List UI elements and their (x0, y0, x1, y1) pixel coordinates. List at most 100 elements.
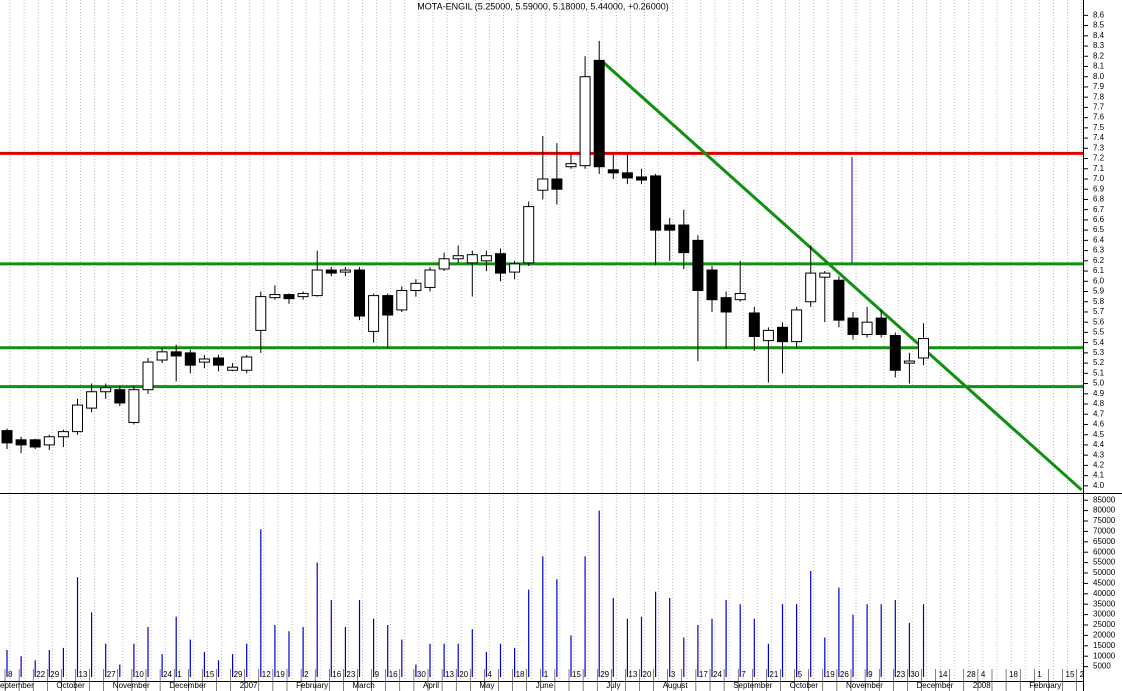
candle-body (664, 224, 676, 231)
x-tick-label: 19 (276, 670, 285, 679)
x-tick-label: 10 (135, 670, 144, 679)
x-tick-label: 18 (1009, 670, 1018, 679)
y-tick-label: 4.1 (1093, 471, 1105, 480)
candle-body (213, 357, 224, 366)
candle-body (354, 269, 365, 317)
x-tick-label: 21 (769, 670, 778, 679)
y-tick-label: 6.1 (1093, 266, 1105, 275)
candle-body (57, 431, 69, 438)
y-tick-label: 6.5 (1093, 225, 1105, 234)
x-month-label: December (169, 681, 206, 690)
x-tick-label: 16 (332, 670, 341, 679)
candle-body (678, 224, 690, 254)
candle-body (382, 295, 394, 316)
candle-body (227, 366, 239, 371)
y-tick-label: 5.7 (1093, 307, 1105, 316)
chart-title: MOTA-ENGIL (5.25000, 5.59000, 5.18000, 5… (417, 1, 668, 11)
candle-body (889, 334, 901, 371)
candle-body (734, 293, 746, 301)
y-tick-label: 5.4 (1093, 338, 1105, 347)
candle-body (480, 255, 492, 262)
candle-body (325, 269, 337, 274)
x-tick-label: 13 (628, 670, 637, 679)
y2-tick-label: 30000 (1093, 610, 1116, 619)
x-month-label: April (423, 681, 439, 690)
candle-body (875, 317, 887, 335)
y-tick-label: 4.9 (1093, 389, 1105, 398)
candle-body (311, 269, 323, 297)
y2-tick-label: 20000 (1093, 631, 1116, 640)
candle-body (1, 430, 13, 444)
x-tick-label: 12 (262, 670, 271, 679)
candle-body (466, 254, 478, 264)
y-tick-label: 8.2 (1093, 51, 1105, 60)
candle-body (495, 253, 506, 274)
x-tick-label: 30 (910, 670, 919, 679)
y2-tick-label: 55000 (1093, 558, 1116, 567)
x-tick-label: 23 (896, 670, 905, 679)
candle-body (833, 279, 845, 321)
y2-tick-label: 65000 (1093, 537, 1116, 546)
candle-body (636, 176, 647, 181)
candle-body (579, 76, 591, 167)
x-tick-label: 2 (1080, 670, 1085, 679)
x-tick-label: 1 (177, 670, 182, 679)
y-tick-label: 6.7 (1093, 205, 1105, 214)
candle-body (650, 175, 662, 231)
candle-body (593, 59, 605, 168)
y-tick-label: 4.7 (1093, 409, 1105, 418)
y2-tick-label: 60000 (1093, 547, 1116, 556)
y-tick-label: 7.7 (1093, 103, 1105, 112)
x-tick-label: 7 (741, 670, 746, 679)
candle-body (509, 263, 521, 273)
candle-body (805, 272, 817, 303)
x-tick-label: 8 (8, 670, 13, 679)
candle-body (819, 272, 831, 278)
y-tick-label: 4.4 (1093, 440, 1105, 449)
y-tick-label: 6.9 (1093, 184, 1105, 193)
y-tick-label: 4.6 (1093, 420, 1105, 429)
x-month-label: July (606, 681, 620, 690)
y-tick-label: 7.2 (1093, 154, 1105, 163)
y-tick-label: 8.0 (1093, 72, 1105, 81)
y-tick-label: 6.2 (1093, 256, 1105, 265)
candle-body (72, 404, 83, 433)
y-tick-label: 4.3 (1093, 450, 1105, 459)
x-tick-label: 13 (79, 670, 88, 679)
y-tick-label: 5.8 (1093, 297, 1105, 306)
x-tick-label: 18 (516, 670, 525, 679)
x-tick-label: 17 (699, 670, 708, 679)
candle-body (748, 312, 760, 338)
x-tick-label: 1 (544, 670, 549, 679)
x-month-label: 2007 (240, 681, 258, 690)
x-tick-label: 13 (445, 670, 454, 679)
y-tick-label: 5.1 (1093, 368, 1105, 377)
candle-body (255, 296, 267, 331)
x-tick-label: 1 (1037, 670, 1042, 679)
candle-body (861, 321, 873, 335)
y2-tick-label: 25000 (1093, 620, 1116, 629)
x-tick-label: 22 (36, 670, 45, 679)
y-tick-label: 8.4 (1093, 31, 1105, 40)
candle-body (551, 178, 563, 190)
y-tick-label: 7.1 (1093, 164, 1105, 173)
candle-body (777, 326, 788, 343)
candle-body (692, 239, 704, 291)
x-tick-label: 3 (671, 670, 676, 679)
x-tick-label: 4 (487, 670, 492, 679)
y2-tick-label: 50000 (1093, 568, 1116, 577)
candle-body (452, 255, 464, 260)
x-tick-label: 29 (234, 670, 243, 679)
candle-body (706, 269, 718, 301)
y-tick-label: 5.6 (1093, 317, 1105, 326)
candle-body (424, 269, 436, 288)
y2-tick-label: 35000 (1093, 599, 1116, 608)
y2-tick-label: 40000 (1093, 589, 1116, 598)
candle-body (241, 356, 253, 371)
x-tick-label: 4 (981, 670, 986, 679)
y-tick-label: 6.8 (1093, 195, 1105, 204)
x-tick-label: 27 (107, 670, 116, 679)
x-tick-label: 23 (346, 670, 355, 679)
